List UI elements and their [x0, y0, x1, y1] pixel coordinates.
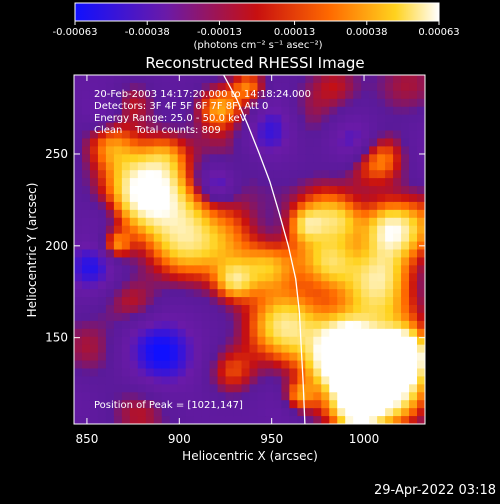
annotation-energy: Energy Range: 25.0 - 50.0 keV [94, 113, 247, 124]
colorbar-tick-label: 0.00063 [418, 27, 459, 38]
x-tick-label: 950 [260, 432, 283, 446]
x-axis-label: Heliocentric X (arcsec) [182, 449, 318, 463]
annotation-detectors: Detectors: 3F 4F 5F 6F 7F 8F, Att 0 [94, 101, 268, 112]
colorbar-tick-label: 0.00038 [346, 27, 387, 38]
peak-position-text: Position of Peak = [1021,147] [94, 400, 243, 411]
chart-title: Reconstructed RHESSI Image [145, 54, 364, 72]
plot-area [73, 74, 426, 425]
colorbar-tick-label: -0.00013 [197, 27, 242, 38]
y-tick-label: 150 [45, 331, 68, 345]
colorbar-ticks: -0.00063 -0.00038 -0.00013 0.00013 0.00038 0.… [53, 21, 460, 38]
x-tick-label: 900 [168, 432, 191, 446]
y-tick-label: 200 [45, 239, 68, 253]
annotation-block: 20-Feb-2003 14:17:20.000 to 14:18:24.000… [94, 89, 311, 136]
colorbar-unit-label: (photons cm⁻² s⁻¹ asec⁻²) [193, 40, 322, 51]
colorbar-gradient [74, 2, 440, 22]
solar-limb-line [223, 75, 306, 424]
heatmap-cells [74, 75, 425, 424]
x-tick-label: 1000 [349, 432, 380, 446]
colorbar-tick-label: -0.00063 [53, 27, 98, 38]
plot-frame [73, 74, 426, 425]
y-tick-label: 250 [45, 147, 68, 161]
y-axis-ticks: 150 200 250 [45, 147, 425, 345]
x-tick-label: 850 [75, 432, 98, 446]
colorbar: -0.00063 -0.00038 -0.00013 0.00013 0.00038 0.… [53, 2, 460, 51]
x-axis-ticks: 850 900 950 1000 [75, 75, 379, 446]
timestamp: 29-Apr-2022 03:18 [374, 483, 496, 498]
colorbar-tick-label: -0.00038 [125, 27, 170, 38]
y-axis-label: Heliocentric Y (arcsec) [25, 183, 39, 318]
annotation-counts: Clean Total counts: 809 [94, 125, 221, 136]
annotation-time: 20-Feb-2003 14:17:20.000 to 14:18:24.000 [94, 89, 311, 100]
colorbar-tick-label: 0.00013 [274, 27, 315, 38]
